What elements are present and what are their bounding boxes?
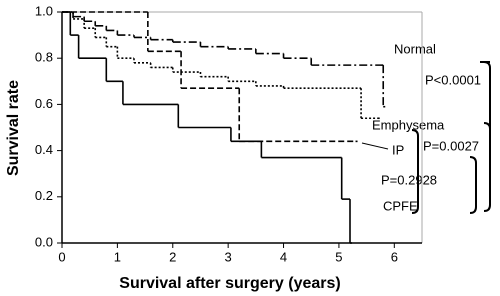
x-tick-label: 1 — [114, 249, 121, 264]
y-tick-label: 0.2 — [35, 188, 53, 203]
x-axis-title: Survival after surgery (years) — [119, 275, 340, 292]
bracket — [411, 129, 419, 214]
y-axis-title: Survival rate — [5, 80, 22, 176]
leader-line — [361, 142, 389, 150]
y-tick-label: 0.6 — [35, 96, 53, 111]
x-tick-label: 5 — [335, 249, 342, 264]
bracket — [469, 156, 477, 214]
bracket — [483, 122, 491, 205]
series-label: IP — [392, 142, 404, 157]
p-value: P=0.2928 — [381, 172, 437, 187]
x-tick-label: 6 — [391, 249, 398, 264]
x-tick-label: 2 — [169, 249, 176, 264]
series-label: CPFE — [383, 198, 418, 213]
x-tick-label: 3 — [225, 249, 232, 264]
p-value: P<0.0001 — [425, 72, 481, 87]
bracket — [478, 157, 486, 162]
x-tick-label: 4 — [280, 249, 287, 264]
y-tick-label: 0.0 — [35, 234, 53, 249]
y-tick-label: 0.8 — [35, 50, 53, 65]
bracket — [480, 157, 486, 210]
y-tick-label: 1.0 — [35, 3, 53, 18]
series-label: Emphysema — [372, 117, 445, 132]
p-value: P=0.0027 — [423, 138, 479, 153]
x-tick-label: 0 — [58, 249, 65, 264]
series-label: Normal — [394, 41, 436, 56]
y-tick-label: 0.4 — [35, 142, 53, 157]
